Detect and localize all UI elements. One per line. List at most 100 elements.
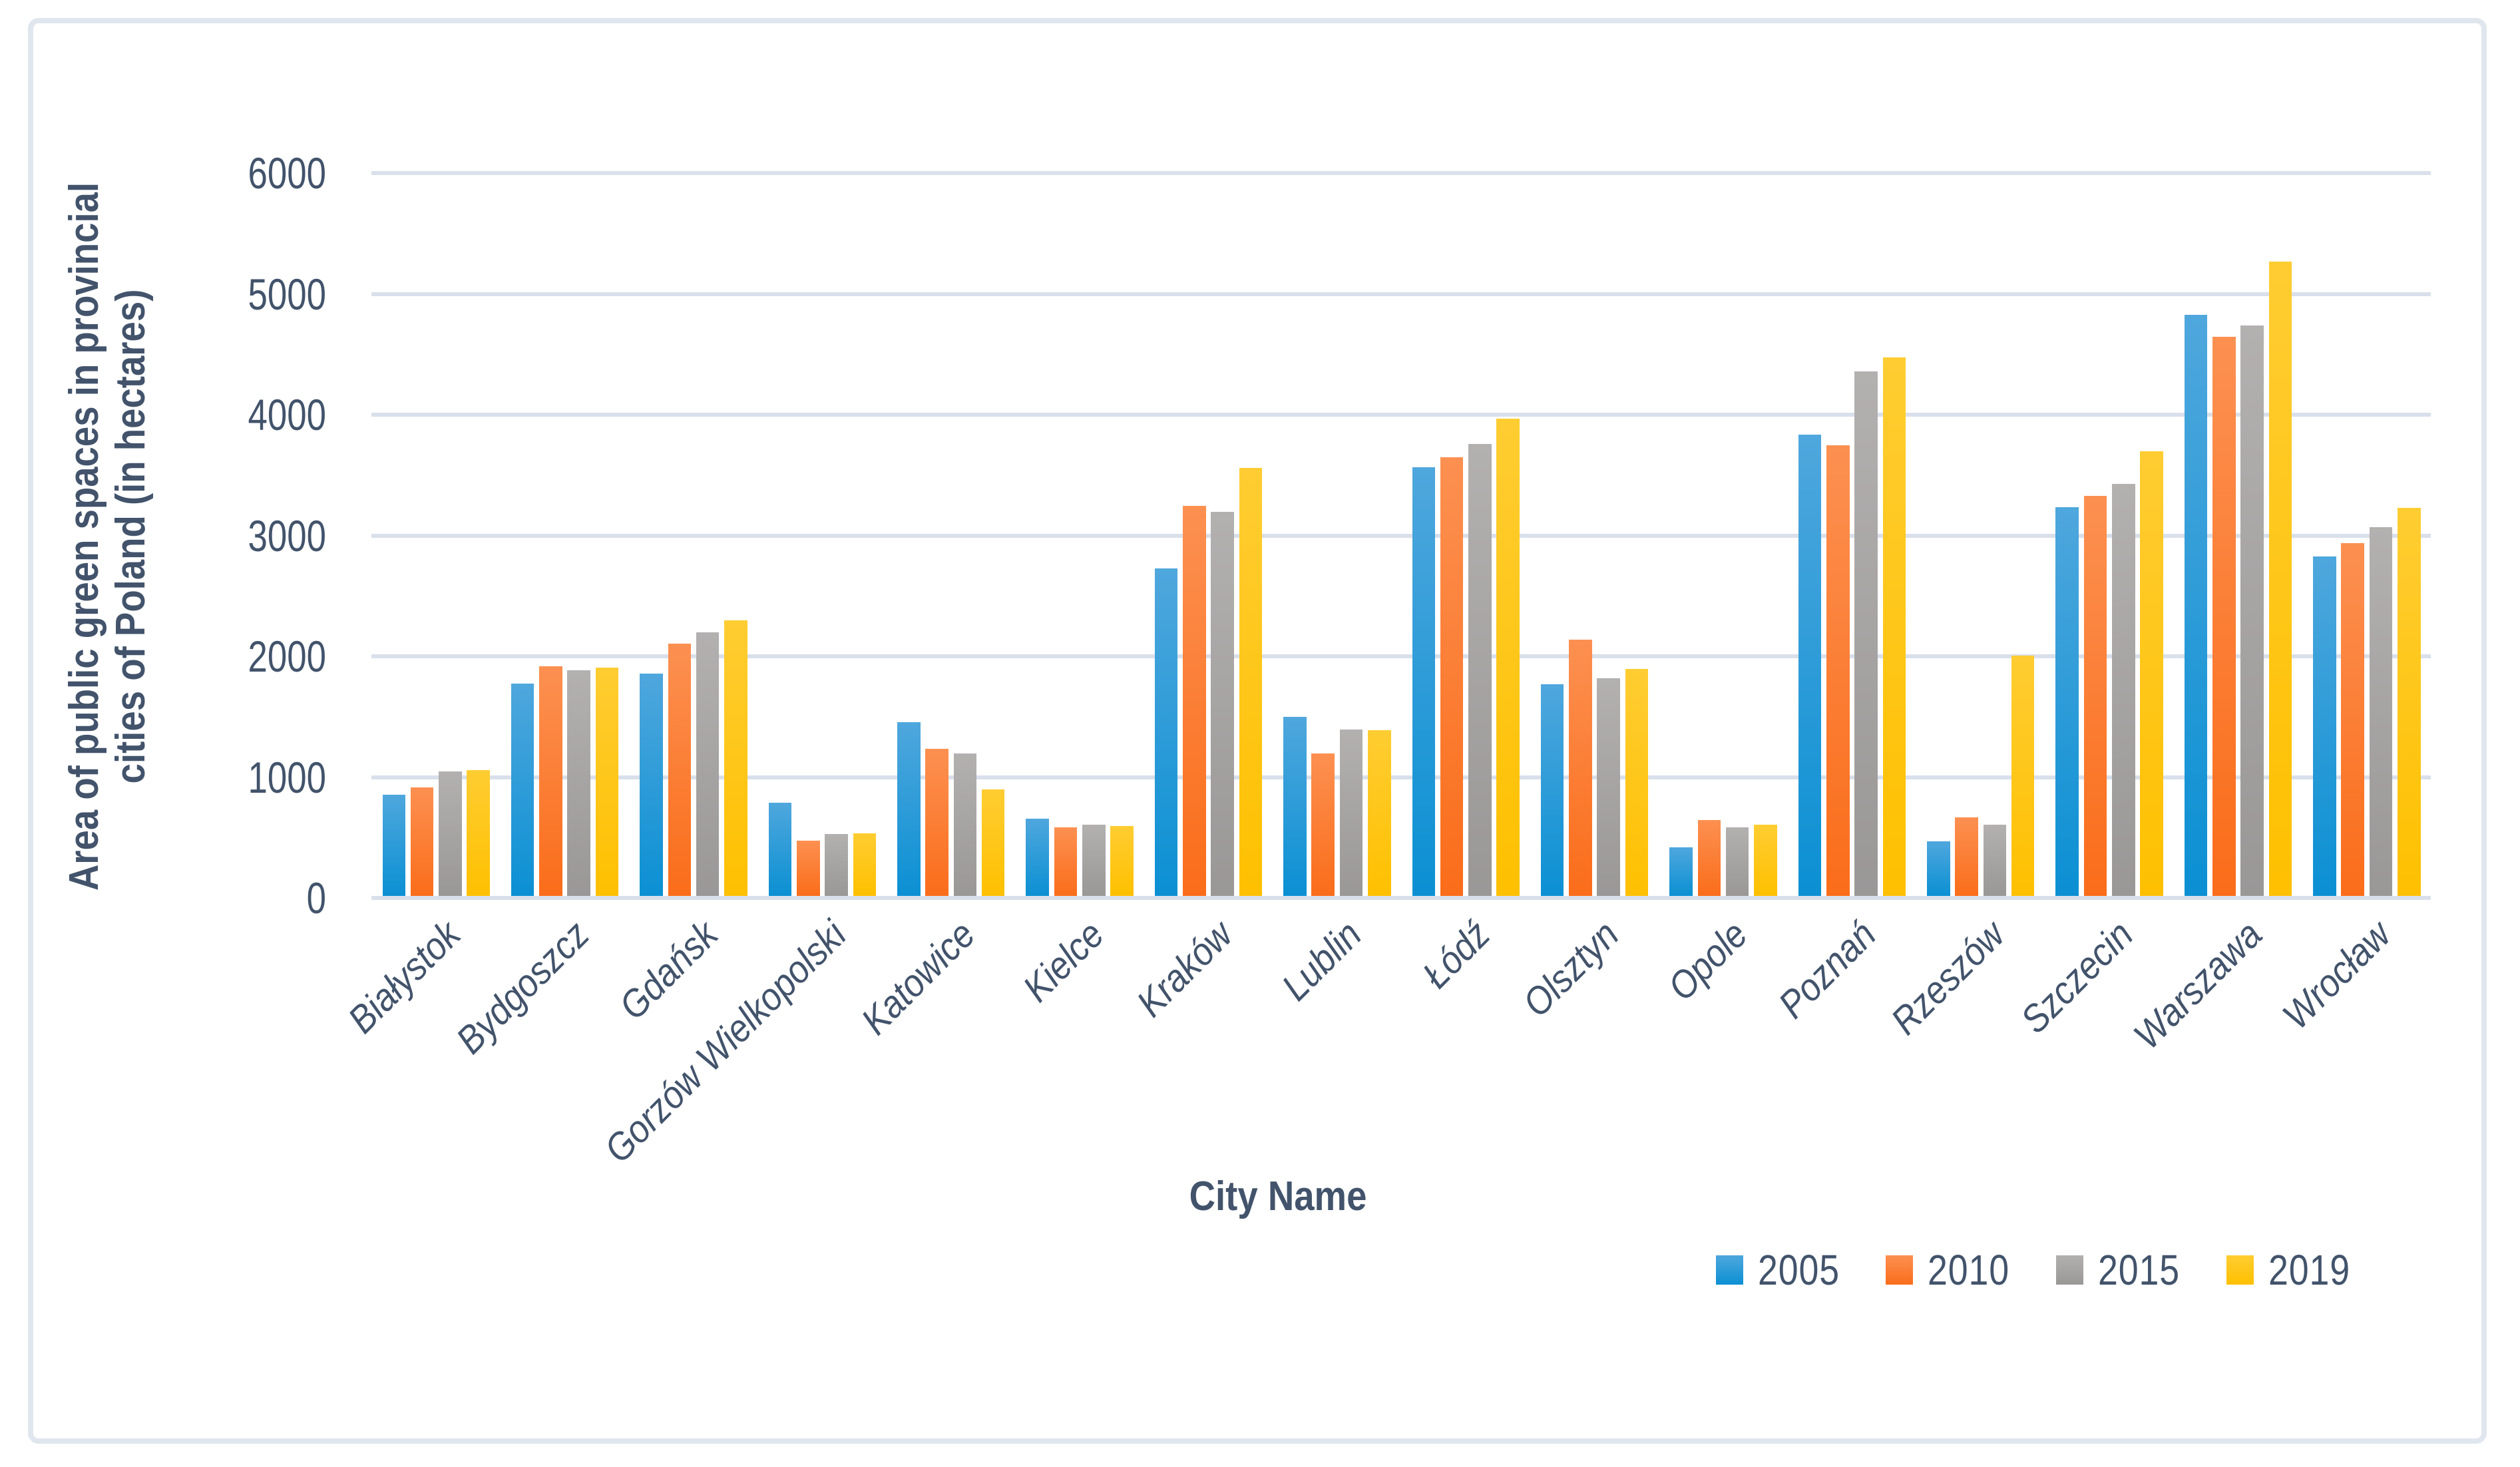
bar [724,620,747,896]
bar [1368,730,1391,896]
y-tick-label: 3000 [248,511,326,560]
x-category-label: Bydgoszcz [447,913,598,1062]
bar [1183,505,1206,896]
y-axis-title: Area of public green spaces in provincia… [61,68,158,1005]
x-category-label: Białystok [339,913,469,1042]
bar [696,632,720,896]
bar [511,683,534,896]
gridline-4000 [371,413,2431,417]
x-category-label: Opole [1659,913,1756,1009]
bar [2398,508,2421,896]
bar [2184,314,2208,896]
chart-outer-border [28,18,2487,1444]
y-tick-label: 1000 [248,752,326,802]
x-category-label: Rzeszów [1882,913,2013,1043]
bar [1339,729,1363,896]
bar [1983,824,2007,896]
y-tick-label: 2000 [248,632,326,681]
y-tick-label: 6000 [248,148,326,198]
x-category-label: Katowice [853,913,984,1043]
y-tick-label: 4000 [248,390,326,439]
x-category-label: Kraków [1128,913,1241,1026]
bar [2111,484,2135,896]
bar [1110,825,1134,896]
y-tick-label: 0 [306,873,326,923]
bar [981,789,1005,896]
bar [1927,841,1950,896]
gridline-0 [371,896,2431,900]
bar [2268,262,2292,896]
bar [2083,496,2107,896]
x-axis-title: City Name [1189,1173,1367,1219]
y-axis-title-line2: cities of Poland (in hectares) [108,289,154,784]
bar [1669,847,1693,896]
gridline-3000 [371,533,2431,538]
bar [1440,457,1464,896]
bar [1283,717,1307,896]
bar [1697,819,1721,896]
y-tick-label: 5000 [248,269,326,319]
bar [382,794,406,896]
x-category-label: Kielce [1014,913,1112,1010]
bar [539,666,562,896]
x-category-label: Szczecin [2013,913,2142,1042]
bar [1540,684,1564,896]
bar [439,771,462,896]
bar [1882,357,1906,896]
bar [1054,827,1078,896]
bar [2341,543,2365,896]
bar [1026,818,1049,896]
bar [640,674,663,896]
x-category-label: Warszawa [2125,913,2271,1058]
bar [2055,507,2079,896]
gridline-5000 [371,292,2431,296]
x-category-label: Gorzów Wielkopolski [596,913,855,1171]
bar [410,787,434,896]
bar [1468,444,1492,896]
bar [953,753,977,896]
bar [925,748,948,896]
bar [897,722,921,896]
bar [2011,655,2035,896]
x-category-label: Olsztyn [1514,913,1627,1026]
gridline-2000 [371,654,2431,658]
x-category-label: Łódź [1414,913,1498,997]
x-category-label: Lublin [1273,913,1370,1009]
bar [1798,434,1822,896]
bar [1311,753,1335,896]
bar [796,840,820,896]
bar [2140,451,2163,896]
bar [768,803,792,896]
bar [1569,640,1592,896]
x-category-label: Gdańsk [610,913,726,1028]
bar [2240,325,2264,896]
x-category-label: Wrocław [2274,913,2400,1038]
bar [2212,336,2236,896]
bar [1754,824,1777,896]
bar [1826,445,1850,896]
bar [467,770,490,896]
bar [825,834,848,896]
bar [1854,371,1878,896]
bar [853,833,877,896]
bar [1625,668,1649,896]
x-category-label: Poznań [1770,913,1884,1027]
bar [595,667,619,896]
bar [1725,827,1749,896]
bar [2369,527,2393,896]
bar [1412,467,1436,896]
bar [2313,556,2336,896]
bar [1082,824,1106,896]
y-axis-title-line1: Area of public green spaces in provincia… [61,182,107,891]
bar [1239,468,1263,896]
bar [1496,419,1520,896]
gridline-1000 [371,775,2431,779]
bar [1955,817,1978,896]
gridline-6000 [371,171,2431,175]
bar [567,670,591,896]
bar [1154,568,1178,896]
bar [1597,678,1621,896]
bar [668,643,692,896]
